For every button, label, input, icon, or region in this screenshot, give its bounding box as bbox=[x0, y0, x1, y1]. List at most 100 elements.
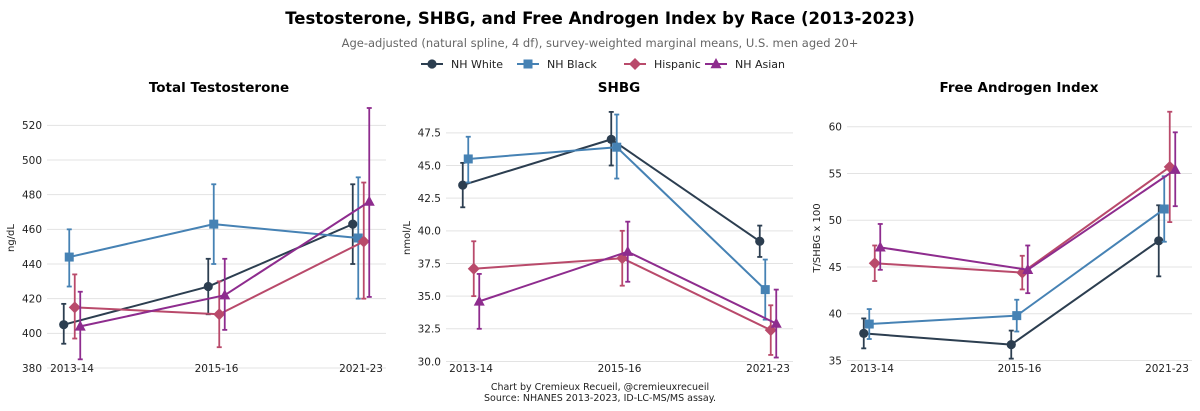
legend: NH White NH Black Hispanic NH Asian bbox=[421, 58, 785, 71]
y-tick-label: 480 bbox=[22, 189, 42, 201]
data-point bbox=[606, 134, 616, 144]
data-point bbox=[363, 195, 375, 206]
legend-label-hispanic: Hispanic bbox=[654, 58, 701, 71]
series-nh-asian bbox=[874, 131, 1181, 295]
data-point bbox=[760, 285, 770, 295]
panel-title: SHBG bbox=[598, 80, 640, 96]
data-point bbox=[64, 252, 74, 262]
series-nh-black bbox=[864, 175, 1169, 340]
data-point bbox=[770, 317, 782, 328]
y-tick-label: 35.0 bbox=[418, 291, 441, 303]
y-tick-label: 460 bbox=[22, 224, 42, 236]
y-tick-label: 380 bbox=[22, 363, 42, 375]
data-point bbox=[59, 320, 69, 330]
y-tick-label: 520 bbox=[22, 120, 42, 132]
series-line bbox=[863, 239, 1160, 346]
y-tick-label: 55 bbox=[829, 168, 842, 180]
data-point bbox=[755, 236, 765, 246]
y-tick-label: 32.5 bbox=[418, 324, 441, 336]
data-point bbox=[209, 219, 219, 229]
y-tick-label: 500 bbox=[22, 155, 42, 167]
series-hispanic bbox=[68, 181, 370, 349]
y-tick-label: 50 bbox=[829, 215, 842, 227]
data-point bbox=[868, 257, 881, 270]
y-tick-label: 440 bbox=[22, 259, 42, 271]
data-point bbox=[203, 281, 213, 292]
y-axis-label: ng/dL bbox=[6, 224, 17, 252]
panel-shbg: SHBG 30.0 32.5 35.0 37.5 40.0 42.5 45.0 47.5 2013… bbox=[402, 80, 793, 375]
caption-source: Source: NHANES 2013-2023, ID-LC-MS/MS as… bbox=[484, 393, 716, 404]
x-tick-label: 2021-23 bbox=[339, 363, 383, 375]
data-point bbox=[353, 233, 363, 243]
chart-caption: Chart by Cremieux Recueil, @cremieuxrecu… bbox=[0, 382, 1200, 404]
series-nh-black bbox=[463, 113, 770, 321]
series-nh-asian bbox=[74, 107, 375, 361]
legend-item-hispanic: Hispanic bbox=[624, 58, 701, 71]
chart-subtitle: Age-adjusted (natural spline, 4 df), sur… bbox=[341, 36, 859, 50]
y-tick-label: 42.5 bbox=[418, 193, 441, 205]
y-grid bbox=[446, 132, 793, 362]
data-point bbox=[348, 219, 358, 229]
y-tick-label: 40.0 bbox=[418, 226, 441, 238]
series-hispanic bbox=[467, 229, 777, 356]
data-point bbox=[213, 308, 226, 321]
data-point bbox=[68, 301, 81, 314]
x-tick-label: 2015-16 bbox=[998, 363, 1042, 375]
y-axis-label: nmol/L bbox=[402, 221, 413, 255]
x-tick-label: 2015-16 bbox=[195, 363, 239, 375]
y-tick-label: 30.0 bbox=[418, 356, 441, 368]
data-point bbox=[1022, 263, 1034, 274]
panel-free-androgen-index: Free Androgen Index 35 40 45 50 55 60 2013-14 20… bbox=[812, 80, 1192, 375]
series-nh-white bbox=[59, 183, 358, 345]
data-point bbox=[1154, 236, 1164, 246]
data-point bbox=[219, 289, 231, 300]
legend-square-marker bbox=[523, 59, 533, 69]
y-grid bbox=[847, 126, 1192, 362]
data-point bbox=[74, 320, 86, 331]
series-nh-asian bbox=[473, 220, 782, 359]
y-tick-label: 35 bbox=[829, 355, 842, 367]
series-nh-white bbox=[859, 204, 1164, 360]
caption-credit: Chart by Cremieux Recueil, @cremieuxrecu… bbox=[490, 382, 710, 393]
x-tick-label: 2015-16 bbox=[598, 363, 642, 375]
series-nh-white bbox=[458, 111, 765, 258]
y-tick-label: 37.5 bbox=[418, 258, 441, 270]
data-point bbox=[1169, 163, 1181, 174]
y-tick-label: 40 bbox=[829, 309, 842, 321]
legend-label-nh-asian: NH Asian bbox=[735, 58, 785, 71]
data-point bbox=[467, 262, 480, 275]
x-tick-label: 2021-23 bbox=[1145, 363, 1189, 375]
panel-title: Total Testosterone bbox=[149, 80, 289, 96]
x-tick-label: 2013-14 bbox=[50, 363, 94, 375]
data-point bbox=[612, 142, 622, 152]
y-tick-label: 47.5 bbox=[418, 128, 441, 140]
legend-diamond-marker bbox=[629, 58, 641, 70]
legend-label-nh-black: NH Black bbox=[547, 58, 597, 71]
data-point bbox=[622, 245, 634, 256]
legend-item-nh-white: NH White bbox=[421, 58, 503, 71]
y-axis-label: T/SHBG x 100 bbox=[812, 203, 823, 273]
data-point bbox=[1006, 340, 1016, 350]
data-point bbox=[463, 154, 473, 164]
y-tick-label: 45.0 bbox=[418, 160, 441, 172]
panel-title: Free Androgen Index bbox=[940, 80, 1099, 96]
data-point bbox=[859, 328, 869, 338]
legend-circle-marker bbox=[427, 59, 437, 69]
data-point bbox=[1159, 204, 1169, 214]
chart-title: Testosterone, SHBG, and Free Androgen In… bbox=[285, 9, 915, 28]
y-tick-label: 400 bbox=[22, 328, 42, 340]
y-tick-label: 420 bbox=[22, 293, 42, 305]
data-point bbox=[458, 180, 468, 190]
data-point bbox=[1012, 311, 1022, 321]
legend-item-nh-asian: NH Asian bbox=[705, 58, 785, 71]
legend-item-nh-black: NH Black bbox=[517, 58, 597, 71]
x-tick-label: 2021-23 bbox=[746, 363, 790, 375]
data-point bbox=[874, 241, 886, 252]
legend-triangle-marker bbox=[710, 58, 722, 69]
data-point bbox=[357, 235, 370, 248]
series-nh-black bbox=[64, 176, 363, 300]
y-tick-label: 60 bbox=[829, 122, 842, 134]
x-tick-label: 2013-14 bbox=[449, 363, 493, 375]
data-point bbox=[473, 295, 485, 306]
